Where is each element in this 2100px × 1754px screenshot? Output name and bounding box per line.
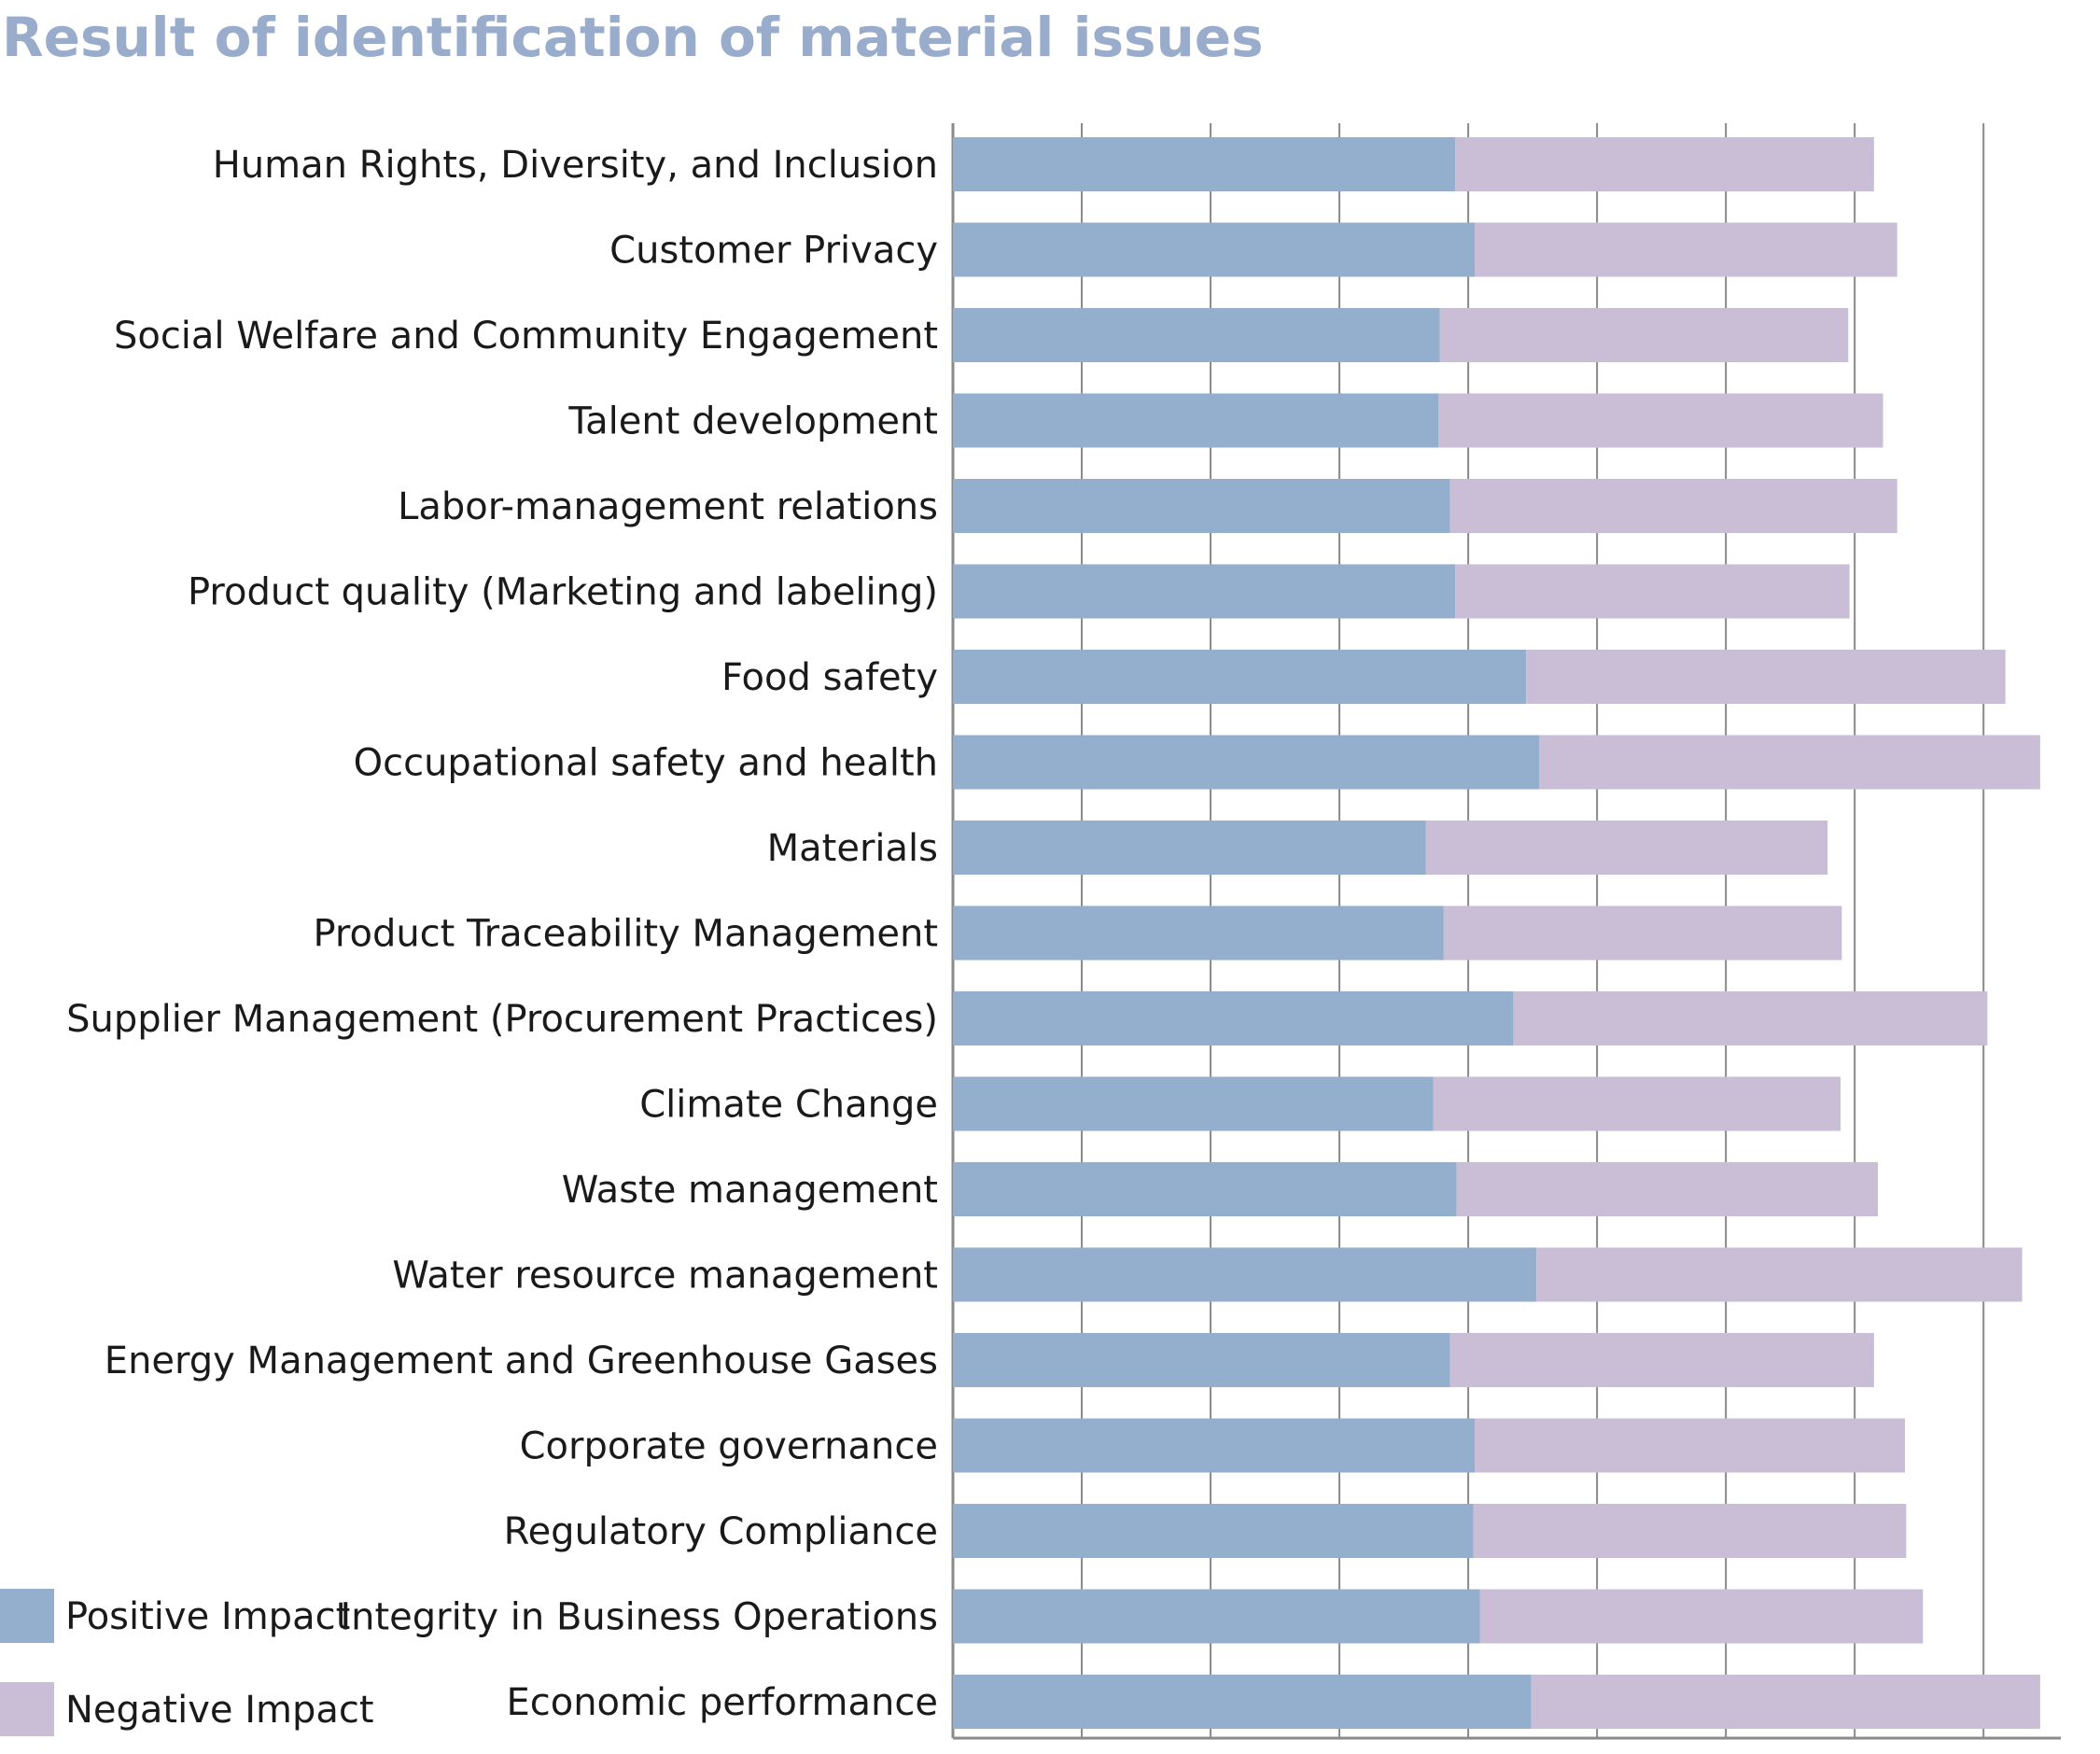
bar-negative-impact <box>1449 479 1897 533</box>
category-label: Waste management <box>562 1169 938 1212</box>
bar-negative-impact <box>1536 1247 2023 1302</box>
legend: Positive Impact Negative Impact <box>0 1589 374 1736</box>
legend-swatch-negative <box>0 1682 54 1736</box>
chart-title: Result of identification of material iss… <box>2 6 1264 69</box>
category-label: Food safety <box>721 656 938 699</box>
bars <box>953 137 2040 1729</box>
bar-positive-impact <box>953 564 1456 619</box>
bar-negative-impact <box>1439 308 1849 362</box>
legend-label-negative: Negative Impact <box>65 1689 374 1732</box>
bar-negative-impact <box>1526 650 2006 704</box>
bar-positive-impact <box>953 991 1514 1045</box>
bar-positive-impact <box>953 137 1456 191</box>
category-label: Customer Privacy <box>609 230 938 273</box>
category-label: Energy Management and Greenhouse Gases <box>105 1340 938 1382</box>
bar-positive-impact <box>953 222 1475 277</box>
bar-positive-impact <box>953 1162 1457 1216</box>
category-label: Labor-management relations <box>398 485 938 528</box>
bar-positive-impact <box>953 1589 1480 1644</box>
bar-positive-impact <box>953 735 1540 790</box>
category-label: Economic performance <box>506 1681 938 1724</box>
bar-positive-impact <box>953 650 1527 704</box>
bar-positive-impact <box>953 1076 1434 1131</box>
category-label: Talent development <box>567 400 938 443</box>
bar-negative-impact <box>1474 1418 1905 1473</box>
bar-negative-impact <box>1479 1589 1924 1644</box>
category-label: Corporate governance <box>520 1425 938 1468</box>
category-label: Product Traceability Management <box>313 913 938 956</box>
bar-positive-impact <box>953 1333 1450 1387</box>
category-labels: Human Rights, Diversity, and Inclusion Cu… <box>66 144 938 1724</box>
bar-negative-impact <box>1474 222 1897 277</box>
bar-positive-impact <box>953 821 1426 875</box>
bar-positive-impact <box>953 479 1450 533</box>
bar-negative-impact <box>1438 393 1883 448</box>
category-label: Human Rights, Diversity, and Inclusion <box>213 144 938 187</box>
bar-negative-impact <box>1455 564 1850 619</box>
bar-negative-impact <box>1456 1162 1879 1216</box>
bar-negative-impact <box>1449 1333 1874 1387</box>
category-label: Climate Change <box>639 1084 938 1127</box>
category-label: Integrity in Business Operations <box>340 1596 938 1639</box>
legend-swatch-positive <box>0 1589 54 1643</box>
bar-negative-impact <box>1473 1504 1907 1558</box>
bar-negative-impact <box>1531 1675 2040 1729</box>
category-label: Occupational safety and health <box>354 742 938 785</box>
category-label: Supplier Management (Procurement Practic… <box>66 998 938 1041</box>
bar-positive-impact <box>953 393 1439 448</box>
bar-negative-impact <box>1425 821 1828 875</box>
legend-label-positive: Positive Impact <box>65 1595 350 1638</box>
bar-positive-impact <box>953 1675 1532 1729</box>
bar-negative-impact <box>1443 905 1842 961</box>
bar-positive-impact <box>953 1247 1537 1302</box>
category-label: Water resource management <box>392 1255 938 1298</box>
bar-negative-impact <box>1455 137 1874 191</box>
category-label: Social Welfare and Community Engagement <box>114 315 938 358</box>
category-label: Materials <box>767 827 938 870</box>
bar-positive-impact <box>953 905 1444 961</box>
bar-negative-impact <box>1539 735 2040 790</box>
bar-positive-impact <box>953 1418 1475 1473</box>
category-label: Regulatory Compliance <box>504 1510 938 1553</box>
bar-negative-impact <box>1433 1076 1841 1131</box>
bar-positive-impact <box>953 1504 1474 1558</box>
bar-positive-impact <box>953 308 1440 362</box>
bar-negative-impact <box>1513 991 1988 1045</box>
category-label: Product quality (Marketing and labeling) <box>188 571 938 614</box>
